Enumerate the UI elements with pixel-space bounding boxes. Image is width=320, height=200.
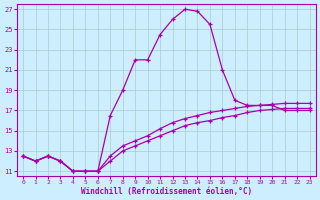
X-axis label: Windchill (Refroidissement éolien,°C): Windchill (Refroidissement éolien,°C) (81, 187, 252, 196)
